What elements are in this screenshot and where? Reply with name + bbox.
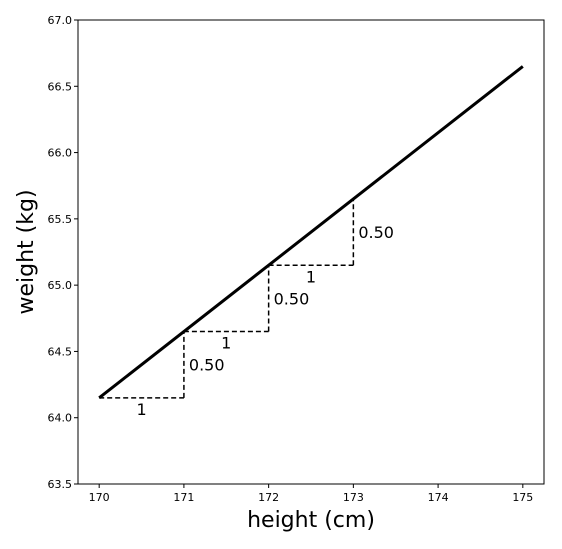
rise-label: 0.50 bbox=[189, 356, 225, 375]
y-axis: 63.5 64.0 64.5 65.0 65.5 66.0 66.5 67.0 bbox=[48, 14, 78, 491]
x-tick-label: 173 bbox=[343, 491, 364, 504]
slope-steps: 1 0.50 1 0.50 1 0.50 bbox=[99, 198, 394, 419]
y-tick-label: 63.5 bbox=[48, 478, 73, 491]
rise-label: 0.50 bbox=[358, 223, 394, 242]
x-tick-label: 175 bbox=[512, 491, 533, 504]
rise-label: 0.50 bbox=[274, 289, 310, 308]
x-tick-label: 171 bbox=[173, 491, 194, 504]
y-tick-label: 64.0 bbox=[48, 412, 73, 425]
x-tick-label: 174 bbox=[428, 491, 449, 504]
x-tick-label: 172 bbox=[258, 491, 279, 504]
series-line bbox=[98, 65, 524, 400]
y-tick-label: 65.0 bbox=[48, 279, 73, 292]
run-label: 1 bbox=[221, 334, 231, 353]
y-tick-label: 67.0 bbox=[48, 14, 73, 27]
y-tick-label: 64.5 bbox=[48, 345, 73, 358]
plot-frame bbox=[77, 19, 545, 485]
x-axis: 170 171 172 173 174 175 bbox=[89, 484, 533, 504]
run-label: 1 bbox=[136, 400, 146, 419]
y-tick-label: 66.0 bbox=[48, 147, 73, 160]
y-tick-label: 66.5 bbox=[48, 80, 73, 93]
series-layer bbox=[98, 65, 524, 400]
y-axis-title: weight (kg) bbox=[14, 189, 39, 314]
y-tick-label: 65.5 bbox=[48, 213, 73, 226]
x-tick-label: 170 bbox=[89, 491, 110, 504]
run-label: 1 bbox=[306, 267, 316, 286]
x-axis-title: height (cm) bbox=[247, 508, 375, 533]
